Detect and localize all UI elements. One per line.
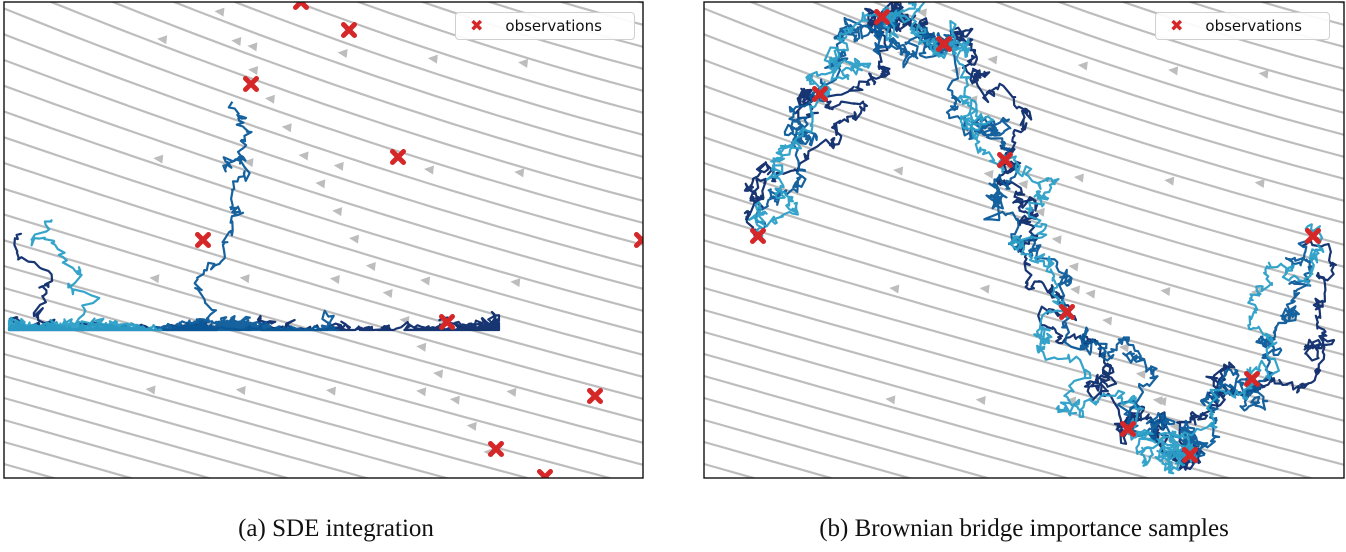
observation-marker-icon: ✖ bbox=[470, 16, 484, 35]
caption-b: (b) Brownian bridge importance samples bbox=[819, 515, 1229, 542]
plot-area-a bbox=[3, 1, 644, 479]
observation-marker-icon: ✖ bbox=[1170, 16, 1184, 35]
plot-area-b bbox=[703, 1, 1345, 479]
legend-b: ✖ observations bbox=[1155, 12, 1330, 40]
legend-label-observations: observations bbox=[1205, 17, 1302, 35]
legend-label-observations: observations bbox=[505, 17, 602, 35]
panel-a-sde-integration: ✖ observations bbox=[0, 0, 660, 490]
panel-b-brownian-bridge: ✖ observations bbox=[690, 0, 1346, 490]
legend-a: ✖ observations bbox=[455, 12, 635, 40]
caption-a: (a) SDE integration bbox=[238, 515, 434, 542]
